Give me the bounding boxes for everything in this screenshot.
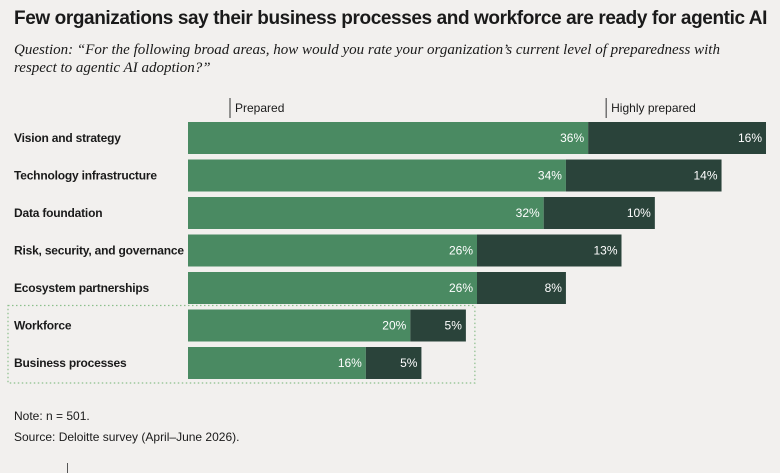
- bar-prepared: [188, 309, 411, 342]
- legend-label-prepared: Prepared: [235, 101, 284, 115]
- footer-cropped-text: [100, 462, 300, 470]
- bar-highly-prepared: [365, 347, 422, 379]
- stacked-bar-chart: Prepared Highly prepared Vision and strate…: [7, 98, 766, 384]
- data-label-prepared: 32%: [516, 206, 540, 220]
- category-label: Risk, security, and governance: [14, 244, 184, 258]
- chart-title: Few organizations say their business pro…: [14, 8, 768, 29]
- data-label-highly-prepared: 14%: [694, 169, 718, 183]
- data-label-prepared: 34%: [538, 169, 562, 183]
- data-label-highly-prepared: 5%: [400, 356, 418, 370]
- bar-highly-prepared: [543, 197, 655, 229]
- legend-label-highly-prepared: Highly prepared: [611, 101, 696, 115]
- bar-prepared: [188, 122, 589, 154]
- data-label-prepared: 16%: [338, 356, 362, 370]
- category-label: Workforce: [14, 319, 72, 333]
- data-label-highly-prepared: 5%: [445, 319, 463, 333]
- sample-note: Note: n = 501.: [14, 409, 90, 423]
- survey-question: Question: “For the following broad areas…: [14, 42, 720, 76]
- data-label-highly-prepared: 16%: [738, 131, 762, 145]
- bar-highly-prepared: [477, 272, 566, 304]
- data-label-highly-prepared: 10%: [627, 206, 651, 220]
- bar-prepared: [188, 234, 477, 267]
- highlight-box: [7, 304, 476, 384]
- source-note: Source: Deloitte survey (April–June 2026…: [14, 430, 240, 444]
- bar-prepared: [188, 197, 544, 229]
- bar-highly-prepared: [477, 234, 622, 267]
- data-label-prepared: 36%: [560, 131, 584, 145]
- category-label: Data foundation: [14, 206, 102, 220]
- category-label: Vision and strategy: [14, 131, 121, 145]
- bar-prepared: [188, 159, 566, 192]
- category-label: Business processes: [14, 356, 127, 370]
- data-label-prepared: 26%: [449, 244, 473, 258]
- category-label: Technology infrastructure: [14, 169, 157, 183]
- bar-prepared: [188, 347, 366, 379]
- category-label: Ecosystem partnerships: [14, 281, 150, 295]
- data-label-highly-prepared: 13%: [593, 244, 617, 258]
- bar-highly-prepared: [410, 309, 466, 342]
- data-label-prepared: 26%: [449, 281, 473, 295]
- footer-divider: [67, 463, 68, 473]
- data-label-highly-prepared: 8%: [545, 281, 563, 295]
- bar-highly-prepared: [565, 159, 722, 192]
- data-label-prepared: 20%: [382, 319, 406, 333]
- bar-highly-prepared: [588, 122, 766, 154]
- bar-prepared: [188, 272, 477, 304]
